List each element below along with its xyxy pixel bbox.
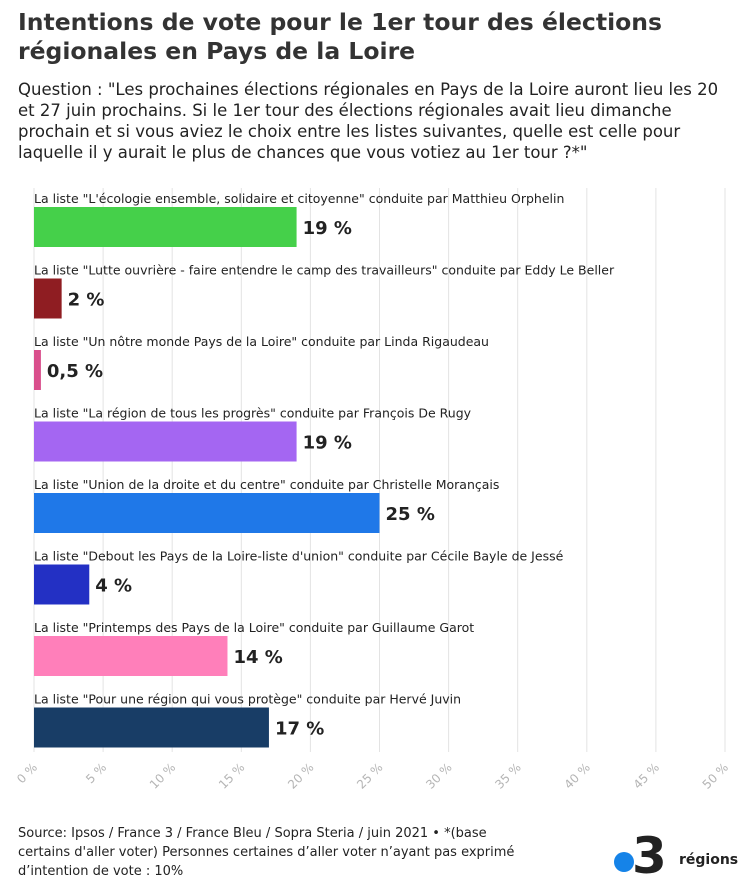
value-label: 14 %: [233, 647, 282, 668]
value-label: 25 %: [386, 504, 435, 525]
bar: [34, 350, 41, 390]
value-label: 4 %: [95, 576, 132, 597]
value-label: 0,5 %: [47, 361, 103, 382]
bar: [34, 636, 228, 676]
value-label: 19 %: [303, 433, 352, 454]
x-tick-label: 25 %: [354, 760, 385, 791]
bar-chart: La liste "L'écologie ensemble, solidaire…: [14, 188, 731, 792]
category-label: La liste "Pour une région qui vous protè…: [34, 692, 461, 707]
category-label: La liste "Union de la droite et du centr…: [34, 477, 499, 492]
category-label: La liste "Debout les Pays de la Loire-li…: [34, 549, 564, 564]
logo-word: régions: [679, 852, 739, 868]
source-note: Source: Ipsos / France 3 / France Bleu /…: [18, 826, 515, 879]
value-label: 17 %: [275, 719, 324, 740]
value-label: 2 %: [68, 290, 105, 311]
bar: [34, 278, 62, 319]
x-tick-label: 5 %: [83, 760, 109, 786]
chart-title: Intentions de vote pour le 1er tour des …: [18, 8, 662, 65]
x-tick-label: 20 %: [285, 760, 316, 791]
chart-subtitle: Question : "Les prochaines élections rég…: [18, 80, 719, 162]
logo-dot-icon: [614, 852, 634, 872]
x-tick-label: 50 %: [700, 760, 731, 791]
category-label: La liste "Un nôtre monde Pays de la Loir…: [34, 334, 489, 349]
x-tick-label: 40 %: [561, 760, 592, 791]
category-label: La liste "La région de tous les progrès"…: [34, 406, 472, 421]
value-label: 19 %: [303, 218, 352, 239]
category-label: La liste "L'écologie ensemble, solidaire…: [34, 191, 564, 206]
x-tick-label: 30 %: [423, 760, 454, 791]
bar: [34, 564, 90, 605]
x-tick-label: 10 %: [147, 760, 178, 791]
bar: [34, 421, 297, 462]
logo-number: 3: [632, 827, 667, 885]
bar: [34, 493, 380, 533]
category-label: La liste "Lutte ouvrière - faire entendr…: [34, 263, 615, 278]
x-tick-label: 45 %: [631, 760, 662, 791]
bar: [34, 207, 297, 247]
x-tick-label: 15 %: [216, 760, 247, 791]
x-tick-label: 0 %: [14, 760, 40, 786]
bar: [34, 707, 269, 748]
x-tick-label: 35 %: [492, 760, 523, 791]
category-label: La liste "Printemps des Pays de la Loire…: [34, 620, 474, 635]
france3-regions-logo: 3 régions: [612, 828, 742, 884]
